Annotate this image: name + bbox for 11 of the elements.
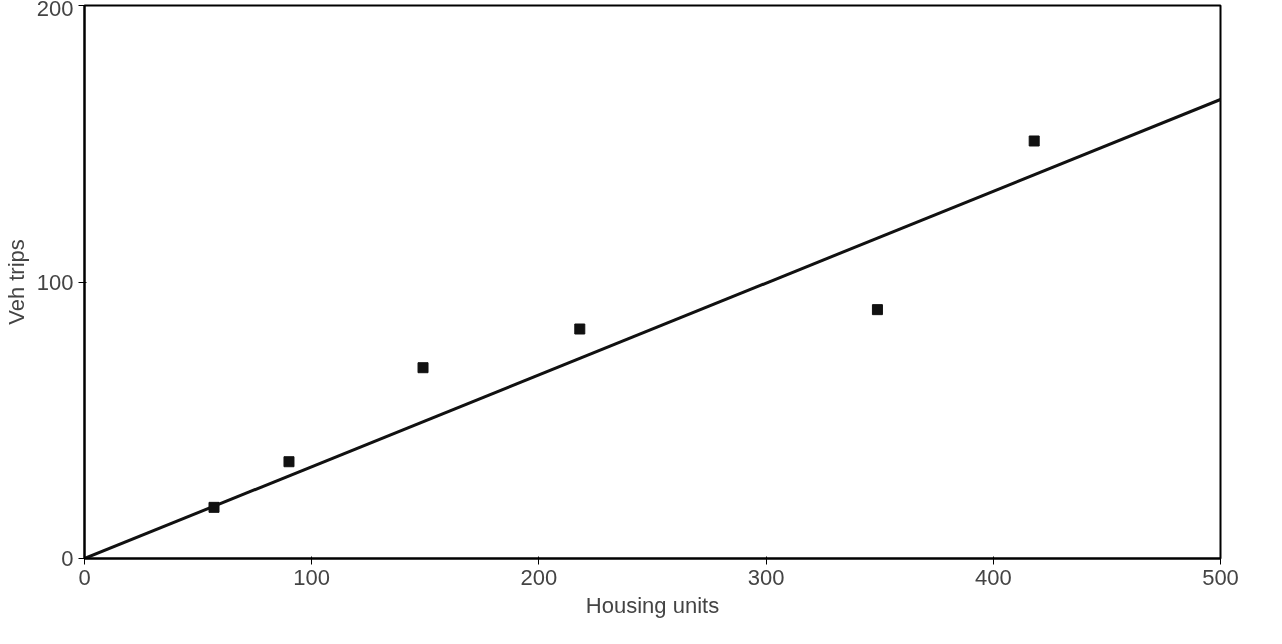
- x-tick-label: 500: [1202, 564, 1239, 590]
- x-tick-label: 0: [78, 564, 91, 590]
- x-tick-label: 400: [974, 564, 1012, 590]
- y-axis-title: Veh trips: [3, 239, 29, 325]
- y-tick-label: 100: [36, 269, 74, 295]
- x-tick-label: 300: [747, 564, 785, 590]
- y-tick-label: 200: [36, 0, 74, 21]
- x-tick-label: 200: [520, 564, 558, 590]
- y-tick-label: 0: [61, 546, 74, 571]
- x-axis-title: Housing units: [585, 592, 720, 618]
- x-tick-label: 100: [293, 564, 331, 590]
